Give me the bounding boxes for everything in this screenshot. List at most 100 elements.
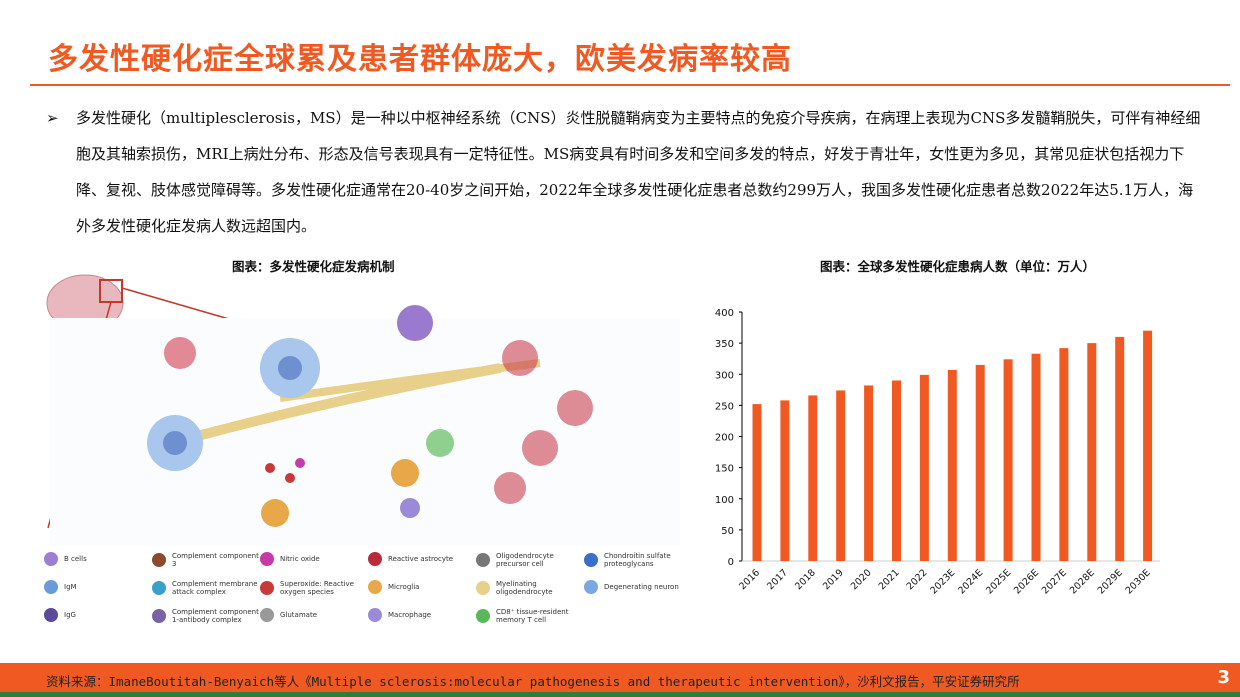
legend-label: Superoxide: Reactive oxygen species <box>280 580 354 596</box>
legend-label: IgG <box>64 611 76 619</box>
x-tick-label: 2029E <box>1096 567 1125 596</box>
legend-item: Microglia <box>368 580 478 594</box>
illustration-legend: B cells IgM IgG Complement component 3 Compl… <box>44 548 684 638</box>
bar <box>919 374 929 561</box>
legend-item: B cells <box>44 552 154 566</box>
legend-swatch-icon <box>368 608 382 622</box>
page-title: 多发性硬化症全球累及患者群体庞大，欧美发病率较高 <box>48 42 792 77</box>
legend-label: Oligodendrocyte precursor cell <box>496 552 554 568</box>
footer-line <box>0 692 1240 697</box>
legend-swatch-icon <box>152 581 166 595</box>
y-tick-label: 250 <box>715 401 734 412</box>
legend-item: Nitric oxide <box>260 552 370 566</box>
x-tick-label: 2022 <box>905 567 930 592</box>
bar <box>892 380 901 561</box>
legend-label: IgM <box>64 583 77 591</box>
legend-swatch-icon <box>44 552 58 566</box>
x-tick-label: 2023E <box>928 567 957 596</box>
x-tick-label: 2030E <box>1124 567 1153 596</box>
legend-label: Myelinating oligodendrocyte <box>496 580 553 596</box>
legend-item: Superoxide: Reactive oxygen species <box>260 580 370 596</box>
legend-label: Reactive astrocyte <box>388 555 454 563</box>
legend-label: CD8⁺ tissue-resident memory T cell <box>496 608 569 624</box>
legend-swatch-icon <box>368 552 382 566</box>
bar <box>1087 343 1097 561</box>
bar <box>1143 330 1153 561</box>
bar <box>780 400 790 561</box>
legend-item: Oligodendrocyte precursor cell <box>476 552 586 568</box>
bar <box>864 385 874 561</box>
y-tick-label: 100 <box>715 495 734 506</box>
x-tick-label: 2025E <box>984 567 1013 596</box>
legend-swatch-icon <box>476 581 490 595</box>
legend-item: Glutamate <box>260 608 370 622</box>
bar <box>808 395 818 561</box>
bar <box>1003 359 1013 561</box>
legend-swatch-icon <box>584 553 598 567</box>
x-tick-label: 2019 <box>821 567 846 592</box>
footer-bar: 资料来源：ImaneBoutitah-Benyaich等人《Multiple s… <box>0 663 1240 692</box>
legend-item: Complement component 1-antibody complex <box>152 608 262 624</box>
x-tick-label: 2016 <box>737 567 762 592</box>
legend-label: B cells <box>64 555 87 563</box>
bar <box>752 404 762 561</box>
y-tick-label: 400 <box>715 308 734 319</box>
legend-item: CD8⁺ tissue-resident memory T cell <box>476 608 586 624</box>
legend-item: Reactive astrocyte <box>368 552 478 566</box>
legend-label: Chondroitin sulfate proteoglycans <box>604 552 671 568</box>
legend-item: Complement component 3 <box>152 552 262 568</box>
legend-swatch-icon <box>368 580 382 594</box>
legend-label: Degenerating neuron <box>604 583 679 591</box>
y-tick-label: 200 <box>715 433 734 444</box>
legend-item: Chondroitin sulfate proteoglycans <box>584 552 694 568</box>
bar <box>1115 336 1125 561</box>
x-tick-label: 2020 <box>849 567 874 592</box>
legend-swatch-icon <box>260 608 274 622</box>
legend-item: Complement membrane attack complex <box>152 580 262 596</box>
bar <box>947 369 957 561</box>
legend-swatch-icon <box>584 580 598 594</box>
intro-paragraph: 多发性硬化（multiplesclerosis，MS）是一种以中枢神经系统（CN… <box>76 109 1201 235</box>
ms-pathogenesis-illustration <box>46 274 680 546</box>
legend-swatch-icon <box>44 608 58 622</box>
legend-swatch-icon <box>152 609 166 623</box>
x-tick-label: 2024E <box>956 567 985 596</box>
y-tick-label: 0 <box>728 557 734 568</box>
bar <box>1031 353 1041 561</box>
legend-swatch-icon <box>152 553 166 567</box>
x-tick-label: 2021 <box>877 567 902 592</box>
legend-swatch-icon <box>260 581 274 595</box>
legend-label: Nitric oxide <box>280 555 320 563</box>
source-note: 资料来源：ImaneBoutitah-Benyaich等人《Multiple s… <box>46 674 1020 689</box>
intro-text: ➢ 多发性硬化（multiplesclerosis，MS）是一种以中枢神经系统（… <box>46 100 1206 244</box>
y-tick-label: 150 <box>715 464 734 475</box>
y-tick-label: 50 <box>721 526 734 537</box>
legend-item: IgM <box>44 580 154 594</box>
ms-patients-bar-chart: 0 50 100 150 200 250 300 350 400 2016 2017 2018 2019… <box>715 308 1160 596</box>
right-chart-title: 图表：全球多发性硬化症患病人数（单位：万人） <box>820 259 1096 274</box>
legend-label: Microglia <box>388 583 420 591</box>
y-tick-label: 300 <box>715 370 734 381</box>
x-tick-label: 2028E <box>1068 567 1097 596</box>
legend-label: Glutamate <box>280 611 317 619</box>
bar <box>836 390 846 561</box>
legend-swatch-icon <box>44 580 58 594</box>
legend-label: Macrophage <box>388 611 432 619</box>
x-tick-label: 2018 <box>793 567 818 592</box>
title-divider <box>30 84 1230 86</box>
legend-label: Complement component 3 <box>172 552 259 568</box>
bullet-icon: ➢ <box>46 109 59 127</box>
legend-item: Degenerating neuron <box>584 580 694 594</box>
legend-label: Complement component 1-antibody complex <box>172 608 259 624</box>
bar <box>975 364 985 561</box>
x-tick-label: 2026E <box>1012 567 1041 596</box>
legend-swatch-icon <box>476 609 490 623</box>
x-tick-label: 2017 <box>765 567 790 592</box>
legend-item: Myelinating oligodendrocyte <box>476 580 586 596</box>
legend-item: Macrophage <box>368 608 478 622</box>
legend-swatch-icon <box>476 553 490 567</box>
y-tick-label: 350 <box>715 339 734 350</box>
legend-item: IgG <box>44 608 154 622</box>
left-chart-title: 图表：多发性硬化症发病机制 <box>232 259 395 274</box>
bar <box>1059 348 1069 561</box>
